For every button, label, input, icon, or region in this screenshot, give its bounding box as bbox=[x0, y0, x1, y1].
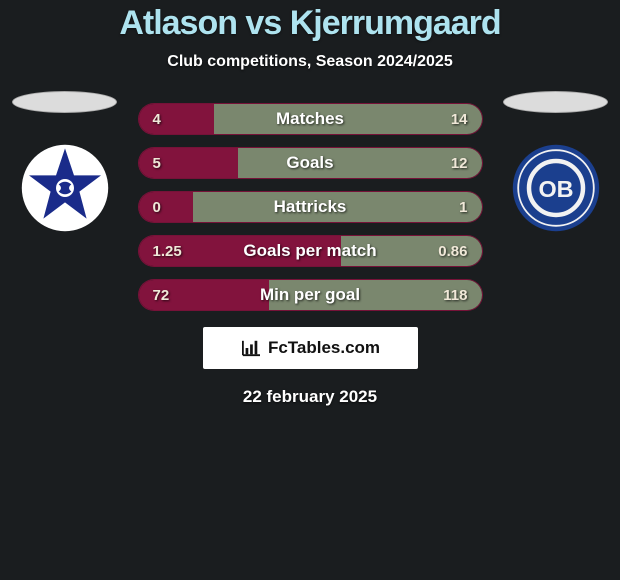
brand-badge[interactable]: FcTables.com bbox=[203, 327, 418, 369]
stat-bar-matches: 4 14 Matches bbox=[138, 103, 483, 135]
stat-value-left: 72 bbox=[153, 280, 170, 310]
stat-value-left: 4 bbox=[153, 104, 161, 134]
date-line: 22 february 2025 bbox=[0, 387, 620, 407]
left-player-col bbox=[10, 91, 120, 233]
page-title: Atlason vs Kjerrumgaard bbox=[0, 4, 620, 43]
stat-value-left: 1.25 bbox=[153, 236, 182, 266]
stat-fill-left bbox=[139, 104, 214, 134]
stats-column: 4 14 Matches 5 12 Goals 0 1 Hattricks bbox=[138, 103, 483, 311]
right-club-crest: OB bbox=[511, 143, 601, 233]
stat-value-right: 118 bbox=[443, 280, 467, 310]
stat-bar-mpg: 72 118 Min per goal bbox=[138, 279, 483, 311]
left-club-crest bbox=[20, 143, 110, 233]
subtitle: Club competitions, Season 2024/2025 bbox=[0, 53, 620, 71]
bar-chart-icon bbox=[240, 339, 262, 357]
right-player-photo-placeholder bbox=[503, 91, 608, 113]
stat-fill-right bbox=[214, 104, 482, 134]
brand-text: FcTables.com bbox=[268, 338, 380, 358]
stat-value-right: 14 bbox=[451, 104, 468, 134]
stat-bar-gpm: 1.25 0.86 Goals per match bbox=[138, 235, 483, 267]
right-player-col: OB bbox=[501, 91, 611, 233]
ob-crest-icon: OB bbox=[511, 143, 601, 233]
svg-text:OB: OB bbox=[538, 176, 573, 202]
comparison-row: 4 14 Matches 5 12 Goals 0 1 Hattricks bbox=[0, 91, 620, 311]
star-crest-icon bbox=[20, 143, 110, 233]
stat-value-left: 0 bbox=[153, 192, 161, 222]
stat-value-right: 12 bbox=[451, 148, 468, 178]
stat-value-right: 1 bbox=[459, 192, 467, 222]
stat-fill-left bbox=[139, 192, 194, 222]
stat-fill-right bbox=[238, 148, 482, 178]
left-player-photo-placeholder bbox=[12, 91, 117, 113]
stat-fill-right bbox=[193, 192, 481, 222]
stat-bar-goals: 5 12 Goals bbox=[138, 147, 483, 179]
stat-value-left: 5 bbox=[153, 148, 161, 178]
stat-value-right: 0.86 bbox=[438, 236, 467, 266]
stat-bar-hattricks: 0 1 Hattricks bbox=[138, 191, 483, 223]
